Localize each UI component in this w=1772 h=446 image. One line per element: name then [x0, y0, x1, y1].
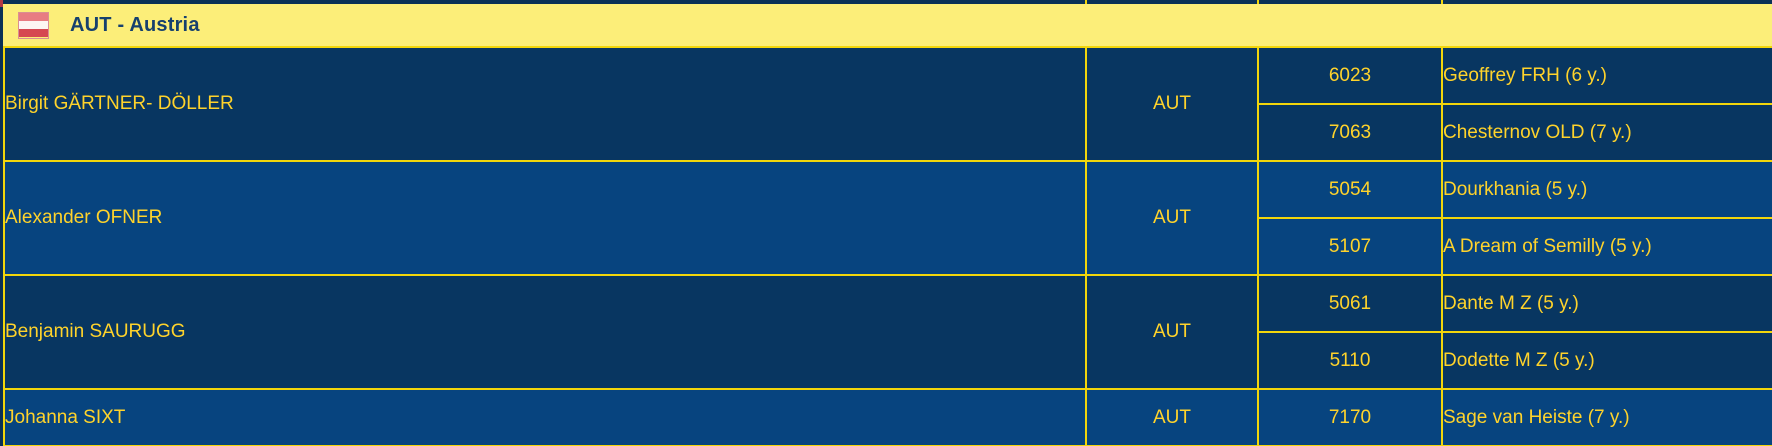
- horse-number: 7170: [1257, 388, 1443, 446]
- rider-name-link[interactable]: Benjamin SAURUGG: [3, 274, 1087, 390]
- rider-noc: AUT: [1085, 46, 1259, 162]
- horse-number: 5107: [1257, 217, 1443, 276]
- horse-number: 5061: [1257, 274, 1443, 333]
- horse-name-link[interactable]: A Dream of Semilly (5 y.): [1441, 217, 1772, 276]
- rider-noc: AUT: [1085, 160, 1259, 276]
- startlist-table: Birgit GÄRTNER- DÖLLER AUT 6023 Geoffrey…: [3, 46, 1772, 446]
- flag-stripe-red-bottom: [19, 29, 48, 38]
- table-row: Alexander OFNER AUT 5054 Dourkhania (5 y…: [3, 160, 1772, 276]
- table-row: 7063 Chesternov OLD (7 y.): [4, 103, 1772, 162]
- nation-title: AUT - Austria: [70, 13, 200, 36]
- rider-noc: AUT: [1085, 388, 1259, 446]
- table-row: 5110 Dodette M Z (5 y.): [4, 331, 1772, 390]
- horse-name-link[interactable]: Sage van Heiste (7 y.): [1441, 388, 1772, 446]
- horse-name-link[interactable]: Geoffrey FRH (6 y.): [1441, 46, 1772, 105]
- table-row: Johanna SIXT AUT 7170 Sage van Heiste (7…: [3, 388, 1772, 446]
- horse-name-link[interactable]: Chesternov OLD (7 y.): [1441, 103, 1772, 162]
- rider-name-link[interactable]: Johanna SIXT: [3, 388, 1087, 446]
- column-divider-stub: [1441, 0, 1443, 4]
- nation-header: AUT - Austria: [3, 4, 1772, 46]
- rider-name-link[interactable]: Birgit GÄRTNER- DÖLLER: [3, 46, 1087, 162]
- horse-number: 5054: [1257, 160, 1443, 219]
- rider-name-link[interactable]: Alexander OFNER: [3, 160, 1087, 276]
- flag-stripe-white: [19, 20, 48, 30]
- horse-name-link[interactable]: Dante M Z (5 y.): [1441, 274, 1772, 333]
- austria-flag-icon: [18, 11, 49, 39]
- table-row: Birgit GÄRTNER- DÖLLER AUT 6023 Geoffrey…: [3, 46, 1772, 162]
- horse-name-link[interactable]: Dodette M Z (5 y.): [1441, 331, 1772, 390]
- table-row: Benjamin SAURUGG AUT 5061 Dante M Z (5 y…: [3, 274, 1772, 390]
- flag-stripe-red-top: [19, 12, 48, 21]
- rider-noc: AUT: [1085, 274, 1259, 390]
- horse-number: 7063: [1257, 103, 1443, 162]
- horse-number: 6023: [1257, 46, 1443, 105]
- column-divider-stub: [1257, 0, 1259, 4]
- horse-name-link[interactable]: Dourkhania (5 y.): [1441, 160, 1772, 219]
- column-divider-stub: [1085, 0, 1087, 4]
- table-row: 5107 A Dream of Semilly (5 y.): [4, 217, 1772, 276]
- horse-number: 5110: [1257, 331, 1443, 390]
- cropped-flag-fragment: [0, 0, 3, 7]
- table-top-edge: [0, 0, 1772, 4]
